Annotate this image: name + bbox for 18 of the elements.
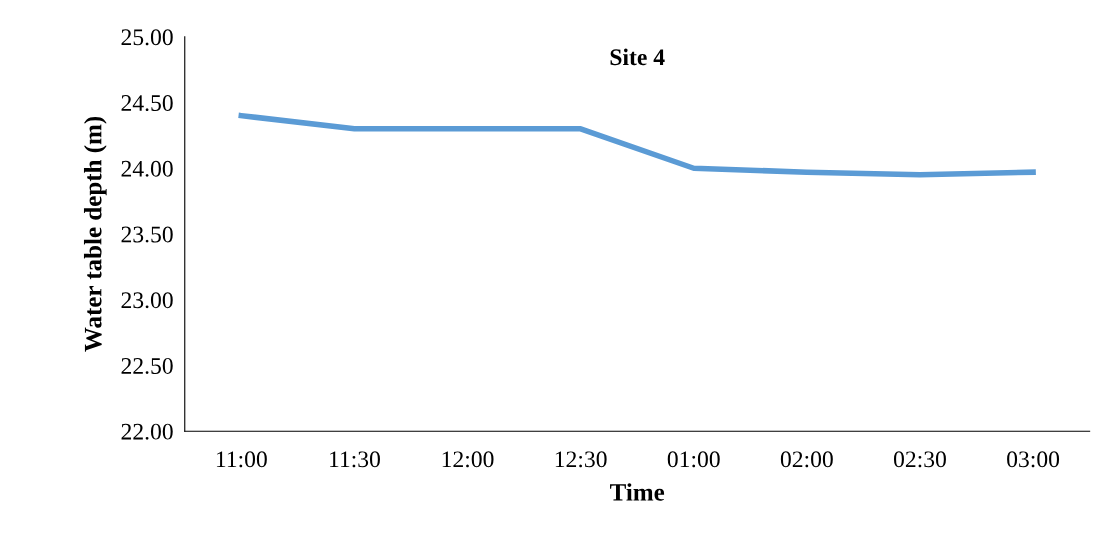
x-tick-label: 03:00	[1007, 451, 1060, 468]
x-tick-label: 02:30	[893, 451, 946, 468]
chart-title: Site 4	[610, 48, 665, 66]
y-tick-label: 23.50	[121, 226, 173, 243]
x-tick-label: 02:00	[780, 451, 833, 468]
y-axis-title: Water table depth (m)	[83, 116, 107, 352]
x-tick-label: 12:30	[555, 451, 607, 468]
y-tick-label: 24.50	[121, 95, 173, 112]
x-tick-label: 11:00	[216, 451, 267, 468]
x-axis-title: Time	[610, 483, 665, 501]
y-tick-label: 23.00	[121, 292, 173, 309]
x-tick-label: 11:30	[330, 451, 380, 468]
x-tick-label: 12:00	[442, 451, 494, 468]
x-tick-label: 01:00	[667, 451, 720, 468]
y-tick-label: 24.00	[121, 160, 173, 177]
y-tick-label: 22.00	[121, 423, 173, 440]
y-tick-label: 25.00	[121, 29, 173, 46]
y-tick-label: 22.50	[121, 357, 173, 374]
